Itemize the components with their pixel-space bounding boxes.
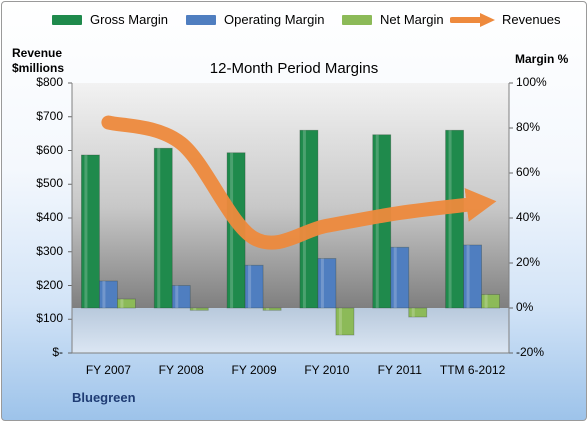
net-margin-bar	[262, 307, 282, 311]
revenues-point	[180, 142, 183, 145]
legend-label-revenues: Revenues	[502, 12, 561, 27]
operating-margin-bar	[244, 264, 264, 309]
x-axis-tick-label: FY 2010	[304, 363, 350, 377]
plot-floor	[72, 308, 509, 353]
left-axis-tick-label: $500	[36, 176, 63, 191]
operating-margin-bar-highlight	[248, 265, 252, 308]
legend-label-operating-margin: Operating Margin	[224, 12, 325, 27]
gross-margin-bar-highlight	[302, 130, 306, 308]
gross-margin-swatch	[52, 14, 82, 25]
legend: Gross Margin Operating Margin Net Margin…	[2, 12, 586, 34]
legend-label-gross-margin: Gross Margin	[90, 12, 169, 27]
revenues-series-line	[101, 115, 497, 250]
net-margin-bar-highlight	[484, 294, 488, 308]
left-axis-title-line1: Revenue	[12, 46, 63, 60]
gross-margin-bar-highlight	[230, 152, 234, 308]
left-axis-tick-label: $100	[36, 311, 63, 326]
company-name: Bluegreen	[72, 390, 136, 405]
gross-margin-bar-highlight	[448, 130, 452, 308]
plot-background	[72, 83, 509, 308]
gross-margin-bar-highlight	[157, 148, 161, 308]
right-axis-tick-label: 0%	[516, 300, 534, 314]
net-margin-swatch	[342, 14, 372, 25]
revenues-point	[325, 224, 328, 227]
revenues-point	[471, 203, 474, 206]
net-margin-bar-highlight	[120, 299, 124, 308]
right-axis-tick-label: -20%	[516, 345, 545, 359]
right-axis-tick-label: 20%	[516, 255, 541, 269]
left-axis-tick-label: $200	[36, 277, 63, 292]
net-margin-bar-highlight	[266, 308, 270, 311]
net-margin-bar	[117, 298, 136, 309]
operating-margin-swatch	[186, 14, 216, 25]
right-axis-tick-label: 80%	[516, 120, 541, 134]
revenues-arrow-icon	[450, 12, 495, 27]
legend-label-net-margin: Net Margin	[380, 12, 444, 27]
net-margin-bar	[189, 307, 209, 311]
right-axis-tick-label: 40%	[516, 210, 541, 224]
net-margin-bar-highlight	[411, 308, 415, 317]
left-axis-tick-label: $700	[36, 108, 63, 123]
net-margin-bar	[481, 294, 500, 309]
operating-margin-bar-highlight	[393, 247, 397, 308]
left-axis-tick-label: $600	[36, 142, 63, 157]
operating-margin-bar	[171, 285, 191, 309]
left-axis-tick-label: $400	[36, 210, 63, 224]
legend-item-revenues: Revenues	[450, 12, 561, 27]
operating-margin-bar-highlight	[466, 245, 470, 308]
operating-margin-bar-highlight	[102, 281, 106, 308]
operating-margin-bar	[390, 246, 410, 309]
net-margin-bar	[335, 307, 355, 336]
left-axis-tick-label: $-	[52, 345, 63, 359]
revenues-point	[107, 121, 110, 124]
right-axis-tick-label: 60%	[516, 165, 541, 179]
x-axis-tick-label: FY 2007	[85, 363, 131, 377]
x-axis-tick-label: TTM 6-2012	[439, 363, 506, 377]
x-axis-tick-label: FY 2008	[158, 363, 204, 377]
left-axis-tick-label: $300	[36, 243, 63, 258]
left-axis-title-line2: $millions	[12, 61, 65, 75]
gross-margin-bar-highlight	[84, 155, 88, 308]
right-axis-tick-label: 100%	[516, 75, 547, 89]
operating-margin-bar	[463, 244, 482, 309]
chart-title: 12-Month Period Margins	[209, 60, 379, 77]
right-axis-title: Margin %	[515, 52, 569, 66]
gross-margin-bar	[153, 147, 173, 309]
revenues-point	[253, 237, 256, 240]
x-axis-tick-label: FY 2009	[231, 363, 277, 377]
gross-margin-bar	[81, 154, 100, 309]
left-axis-tick-label: $800	[36, 75, 63, 89]
legend-item-net-margin: Net Margin	[342, 12, 444, 27]
operating-margin-bar	[99, 280, 118, 309]
legend-item-gross-margin: Gross Margin	[52, 12, 168, 27]
net-margin-bar-highlight	[193, 308, 197, 311]
operating-margin-bar-highlight	[175, 285, 179, 308]
operating-margin-bar-highlight	[320, 258, 324, 308]
gross-margin-bar	[299, 129, 319, 309]
x-axis-tick-label: FY 2011	[377, 363, 422, 377]
gross-margin-bar	[445, 129, 464, 309]
net-margin-bar-highlight	[338, 308, 342, 335]
legend-item-operating-margin: Operating Margin	[186, 12, 324, 27]
revenues-point	[398, 211, 401, 214]
operating-margin-bar	[317, 258, 337, 309]
net-margin-bar	[408, 307, 428, 318]
